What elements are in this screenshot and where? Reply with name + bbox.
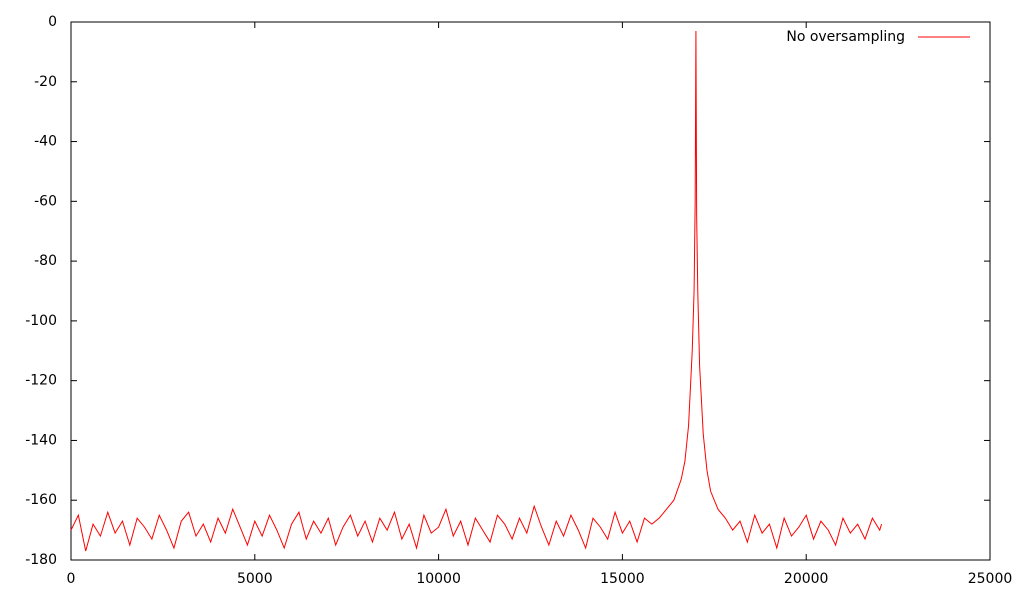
y-tick-label: -100 <box>25 313 57 329</box>
x-tick-label: 0 <box>67 571 76 587</box>
y-tick-label: -40 <box>34 134 57 150</box>
x-tick-label: 10000 <box>416 571 461 587</box>
y-tick-label: -120 <box>25 373 57 389</box>
x-tick-label: 15000 <box>600 571 645 587</box>
series-line <box>70 30 883 552</box>
x-tick-label: 5000 <box>237 571 273 587</box>
y-tick-label: -60 <box>34 193 57 209</box>
y-tick-label: -80 <box>34 253 57 269</box>
legend-label: No oversampling <box>786 29 905 45</box>
y-tick-label: -160 <box>25 492 57 508</box>
x-tick-label: 25000 <box>968 571 1013 587</box>
y-tick-label: -180 <box>25 552 57 568</box>
y-tick-label: 0 <box>48 14 57 30</box>
y-tick-label: -20 <box>34 74 57 90</box>
plot-border <box>70 21 991 561</box>
y-tick-label: -140 <box>25 432 57 448</box>
x-tick-label: 20000 <box>784 571 829 587</box>
